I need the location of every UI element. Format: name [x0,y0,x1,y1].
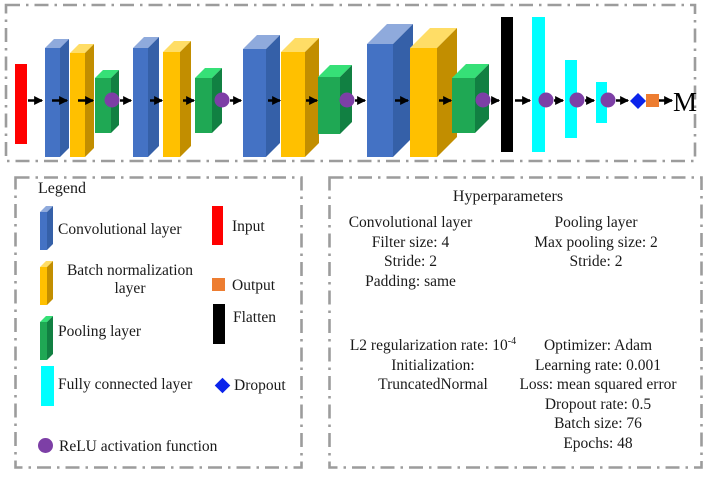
pooling-stride: Stride: 2 [569,253,623,270]
legend-title: Legend [38,180,86,197]
dropout-rate: Dropout rate: 0.5 [544,395,652,413]
l2-regularization-rate: L2 regularization rate: 10-4 [328,336,538,356]
l2-rate-base: L2 regularization rate: 10 [349,337,508,354]
legend-swatch-output [212,278,225,291]
learning-rate: Learning rate: 0.001 [534,356,662,374]
conv-padding: Padding: same [365,272,456,290]
fc-layer-1 [532,17,545,152]
network-border [4,3,697,163]
relu-dot-4 [475,92,491,108]
input-layer [15,64,27,144]
legend-swatch-flatten [213,304,225,344]
legend-swatch-relu [38,438,53,453]
initialization-label: Initialization: [391,356,475,374]
legend-swatch-dropout [214,377,231,394]
legend-label-batch-normalization: Batch normalization layer [66,262,194,297]
hyperparameters-panel: Hyperparameters Convolutional layer Filt… [328,176,703,469]
pool-block-3 [318,65,352,134]
hyperparameters-pooling-group: Pooling layer Max pooling size: 2 Stride… [511,213,681,272]
pooling-header: Pooling layer [554,214,638,231]
network-diagram: M [4,3,697,163]
pooling-size: Max pooling size: 2 [534,233,658,251]
legend-label-convolutional: Convolutional layer [58,221,182,238]
output-label-m: M [673,87,697,117]
relu-dot-6 [569,92,585,108]
batchnorm-block-4 [410,28,457,157]
conv-block-2 [133,37,159,157]
relu-dot-1 [104,92,120,108]
relu-dot-7 [600,92,616,108]
legend-swatch-convolutional [40,206,53,250]
conv-block-4 [367,24,413,157]
hyperparameters-training-group: Optimizer: Adam Learning rate: 0.001 Los… [503,336,693,453]
conv-header: Convolutional layer [348,214,473,231]
legend-label-dropout: Dropout [234,377,286,394]
conv-filter-size: Filter size: 4 [371,233,450,251]
flatten-bar [501,17,513,152]
loss: Loss: mean squared error [519,376,677,393]
legend-label-fully-connected: Fully connected layer [58,376,193,393]
legend-label-pooling: Pooling layer [58,323,142,340]
pool-block-4 [452,64,489,133]
l2-rate-exponent: -4 [507,335,517,347]
optimizer: Optimizer: Adam [543,337,653,354]
hyperparameters-regularization-group: L2 regularization rate: 10-4 Initializat… [328,336,538,395]
legend-label-relu: ReLU activation function [59,438,218,455]
relu-dot-2 [214,92,230,108]
legend-swatch-fully-connected [41,366,54,406]
conv-stride: Stride: 2 [384,253,437,270]
legend-label-flatten: Flatten [233,309,277,326]
legend-swatch-input [212,206,223,245]
dropout-diamond [630,93,646,109]
legend-swatch-pooling [40,316,53,360]
conv-block-1 [45,39,69,157]
pool-block-2 [195,68,222,133]
relu-dot-5 [538,92,554,108]
legend-label-output: Output [232,277,276,294]
hyperparameters-conv-group: Convolutional layer Filter size: 4 Strid… [328,213,493,291]
legend-swatch-batch-normalization [40,261,53,305]
conv-block-3 [243,35,280,157]
initialization-value: TruncatedNormal [378,376,488,393]
batchnorm-block-3 [281,38,319,157]
legend-label-input: Input [232,218,265,235]
relu-dot-3 [339,92,355,108]
hyperparameters-title: Hyperparameters [452,188,564,205]
output-square [646,94,659,107]
legend-panel: Legend Convolutional layer Batch normali… [14,176,303,469]
batch-size: Batch size: 76 [554,415,642,432]
batchnorm-block-2 [163,41,191,157]
epochs: Epochs: 48 [563,434,633,452]
